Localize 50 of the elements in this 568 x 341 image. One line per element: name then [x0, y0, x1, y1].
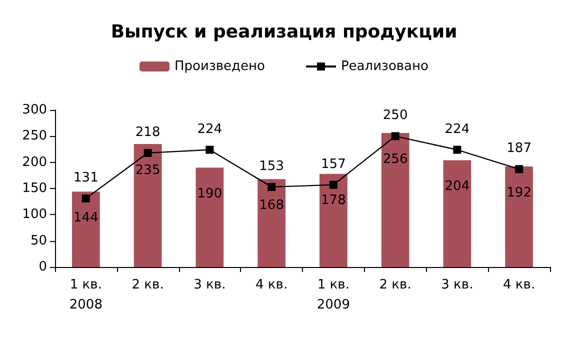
data-label: 157 — [321, 156, 346, 172]
data-label: 250 — [382, 108, 408, 124]
data-label: 153 — [259, 158, 284, 174]
data-label: 190 — [197, 186, 222, 202]
bar — [72, 192, 100, 267]
bar — [258, 179, 286, 267]
x-tick-label: 3 кв. — [194, 278, 226, 292]
bar — [320, 174, 348, 267]
point — [453, 146, 462, 154]
bar — [196, 168, 224, 267]
bar — [443, 160, 472, 267]
y-tick-label: 150 — [22, 181, 47, 196]
x-tick-label: 1 кв. 2009 — [316, 278, 350, 312]
data-label: 144 — [74, 210, 98, 226]
point — [329, 180, 338, 189]
x-tick-label: 2 кв. — [132, 278, 164, 292]
data-label: 192 — [506, 186, 532, 201]
data-label: 178 — [321, 192, 346, 208]
x-tick-label: 1 кв. 2008 — [69, 278, 102, 312]
y-tick-label: 300 — [22, 102, 47, 118]
point — [206, 146, 214, 154]
point — [268, 182, 276, 191]
data-label: 256 — [382, 152, 408, 168]
point — [391, 132, 400, 140]
data-label: 168 — [259, 198, 284, 214]
legend-label: Произведено — [174, 59, 266, 74]
legend-label: Реализовано — [340, 59, 429, 74]
point — [515, 165, 524, 174]
x-tick-label: 4 кв. — [503, 278, 536, 292]
y-tick-label: 250 — [22, 128, 47, 144]
x-tick-label: 4 кв. — [256, 278, 288, 292]
data-label: 204 — [444, 179, 470, 194]
data-label: 224 — [444, 122, 470, 137]
data-label: 224 — [197, 122, 222, 137]
data-label: 218 — [135, 124, 160, 140]
data-label: 235 — [135, 163, 160, 178]
x-tick-label: 2 кв. — [379, 278, 412, 292]
point — [82, 194, 90, 202]
data-label: 187 — [506, 141, 532, 156]
x-tick-label: 3 кв. — [441, 278, 474, 292]
data-label: 131 — [74, 170, 98, 186]
chart-title: Выпуск и реализация продукции — [110, 22, 458, 42]
y-tick-label: 0 — [38, 260, 47, 274]
bar — [134, 144, 162, 267]
bar — [381, 133, 410, 267]
y-tick-label: 200 — [22, 154, 47, 170]
point — [144, 148, 152, 157]
y-tick-label: 100 — [22, 207, 47, 222]
y-tick-label: 50 — [30, 233, 47, 248]
bar — [505, 166, 533, 267]
